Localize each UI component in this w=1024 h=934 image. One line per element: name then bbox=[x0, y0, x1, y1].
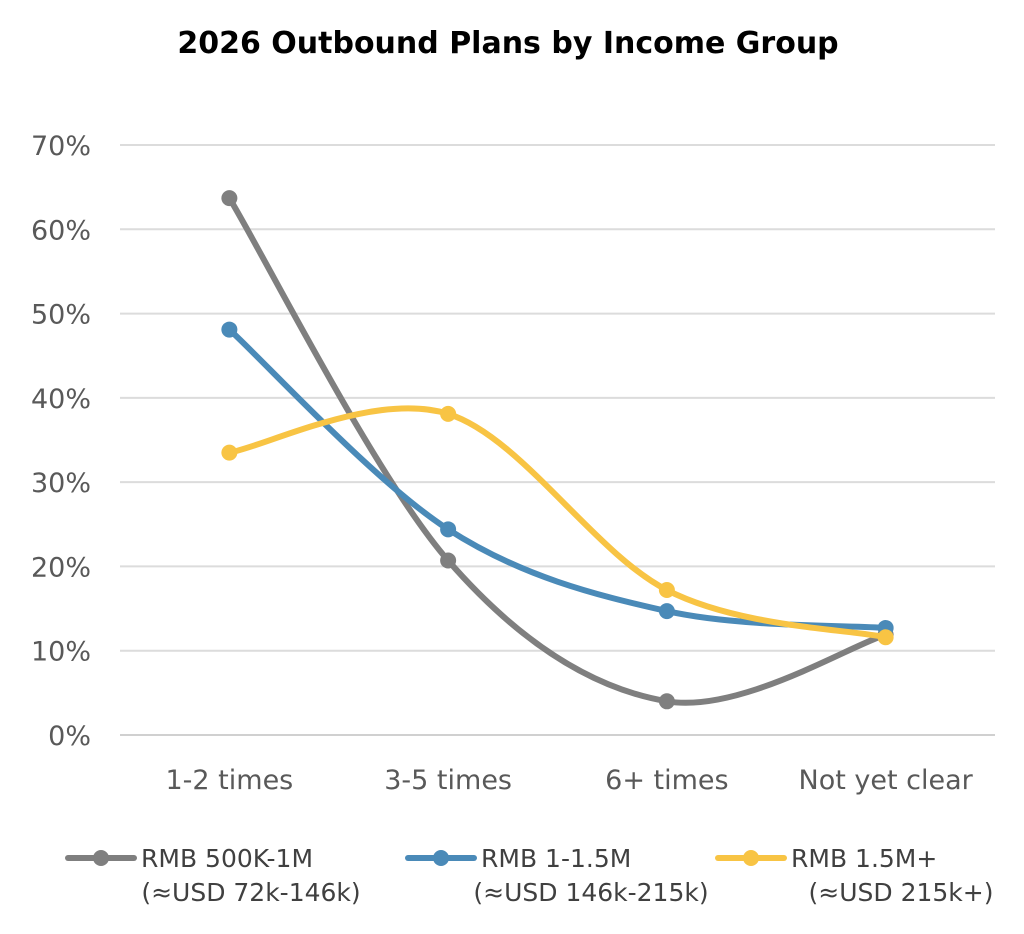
data-point bbox=[658, 582, 675, 599]
data-point bbox=[658, 603, 675, 620]
series-line bbox=[226, 195, 889, 706]
y-tick-label: 60% bbox=[31, 215, 91, 246]
x-axis: 1-2 times 3-5 times 6+ times Not yet clear bbox=[166, 765, 974, 796]
x-tick-label: Not yet clear bbox=[799, 765, 974, 796]
legend-item-3: RMB 1.5M+ (≈USD 215k+) bbox=[715, 844, 994, 907]
y-tick-label: 10% bbox=[31, 637, 91, 668]
series-layer bbox=[221, 190, 894, 710]
y-tick-label: 0% bbox=[48, 721, 91, 752]
legend: RMB 500K-1M (≈USD 72k-146k) RMB 1-1.5M (≈US… bbox=[65, 844, 994, 907]
data-point bbox=[440, 521, 457, 538]
y-axis: 0% 10% 20% 30% 40% 50% 60% 70% bbox=[31, 131, 91, 752]
y-tick-label: 40% bbox=[31, 384, 91, 415]
x-tick-label: 6+ times bbox=[605, 765, 728, 796]
legend-sublabel: (≈USD 146k-215k) bbox=[473, 878, 708, 907]
y-tick-label: 20% bbox=[31, 552, 91, 583]
data-point bbox=[221, 444, 238, 461]
legend-item-1: RMB 500K-1M (≈USD 72k-146k) bbox=[65, 844, 361, 907]
y-tick-label: 70% bbox=[31, 131, 91, 162]
legend-item-2: RMB 1-1.5M (≈USD 146k-215k) bbox=[405, 844, 709, 907]
data-point bbox=[658, 693, 675, 710]
x-tick-label: 1-2 times bbox=[166, 765, 294, 796]
legend-sublabel: (≈USD 72k-146k) bbox=[141, 878, 360, 907]
series-1 bbox=[221, 190, 894, 710]
data-point bbox=[877, 629, 894, 646]
data-point bbox=[221, 190, 238, 207]
legend-marker bbox=[743, 850, 759, 866]
legend-label: RMB 1.5M+ bbox=[791, 844, 937, 873]
data-point bbox=[221, 321, 238, 338]
series-line bbox=[226, 405, 889, 641]
chart-title: 2026 Outbound Plans by Income Group bbox=[177, 26, 838, 61]
legend-marker bbox=[93, 850, 109, 866]
series-3 bbox=[221, 405, 894, 646]
data-point bbox=[440, 552, 457, 569]
y-tick-label: 30% bbox=[31, 468, 91, 499]
data-point bbox=[440, 405, 457, 422]
x-tick-label: 3-5 times bbox=[384, 765, 512, 796]
legend-label: RMB 500K-1M bbox=[141, 844, 313, 873]
gridlines bbox=[120, 144, 995, 736]
y-tick-label: 50% bbox=[31, 300, 91, 331]
legend-marker bbox=[433, 850, 449, 866]
legend-label: RMB 1-1.5M bbox=[481, 844, 631, 873]
legend-sublabel: (≈USD 215k+) bbox=[809, 878, 994, 907]
